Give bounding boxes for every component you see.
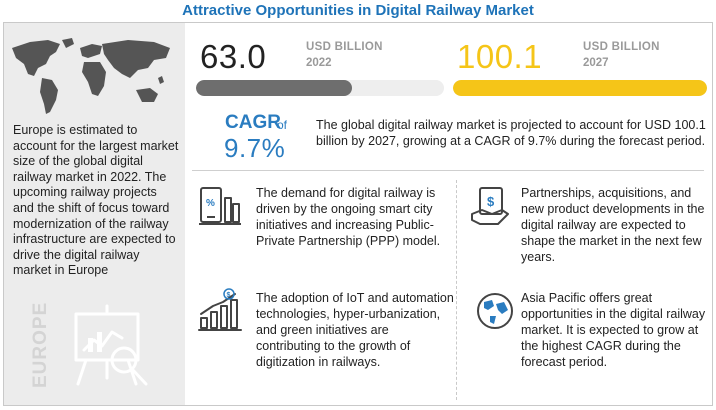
svg-text:$: $ — [487, 194, 495, 209]
point-partnerships: Partnerships, acquisitions, and new prod… — [521, 186, 705, 264]
market-2022-value: 63.0 — [200, 38, 267, 75]
market-2027-unit: USD BILLION — [583, 41, 660, 53]
svg-text:%: % — [206, 198, 215, 209]
europe-description: Europe is estimated to account for the l… — [13, 123, 179, 278]
smart-city-icon: % — [199, 187, 241, 225]
market-2022-unit: USD BILLION — [306, 41, 383, 53]
market-2022-year: 2022 — [306, 57, 332, 69]
market-2027-bar — [453, 80, 707, 96]
market-2027-bar-fill — [453, 80, 707, 96]
globe-icon — [477, 293, 513, 329]
page-title: Attractive Opportunities in Digital Rail… — [182, 2, 534, 19]
market-2027-year: 2027 — [583, 57, 609, 69]
world-map-icon — [12, 38, 170, 114]
column-divider — [456, 180, 457, 400]
point-iot-adoption: The adoption of IoT and automation techn… — [256, 291, 454, 369]
cagr-label: CAGR — [225, 112, 281, 133]
market-2022-bar-fill — [196, 80, 353, 96]
svg-text:$: $ — [227, 292, 231, 299]
cagr-value: 9.7% — [224, 133, 286, 163]
section-divider — [192, 170, 704, 171]
point-smart-city: The demand for digital railway is driven… — [256, 186, 441, 248]
presentation-magnifier-icon — [74, 304, 148, 386]
market-2022-bar — [196, 80, 444, 96]
market-summary: The global digital railway market is pro… — [316, 118, 706, 148]
europe-label: EUROPE — [30, 301, 51, 388]
money-hand-icon: $ — [471, 187, 509, 225]
growth-chart-icon: $ — [198, 288, 242, 331]
cagr-of-label: of — [277, 118, 288, 132]
infographic-frame — [3, 22, 713, 406]
market-2027-value: 100.1 — [457, 38, 543, 75]
point-asia-pacific: Asia Pacific offers great opportunities … — [521, 291, 706, 369]
